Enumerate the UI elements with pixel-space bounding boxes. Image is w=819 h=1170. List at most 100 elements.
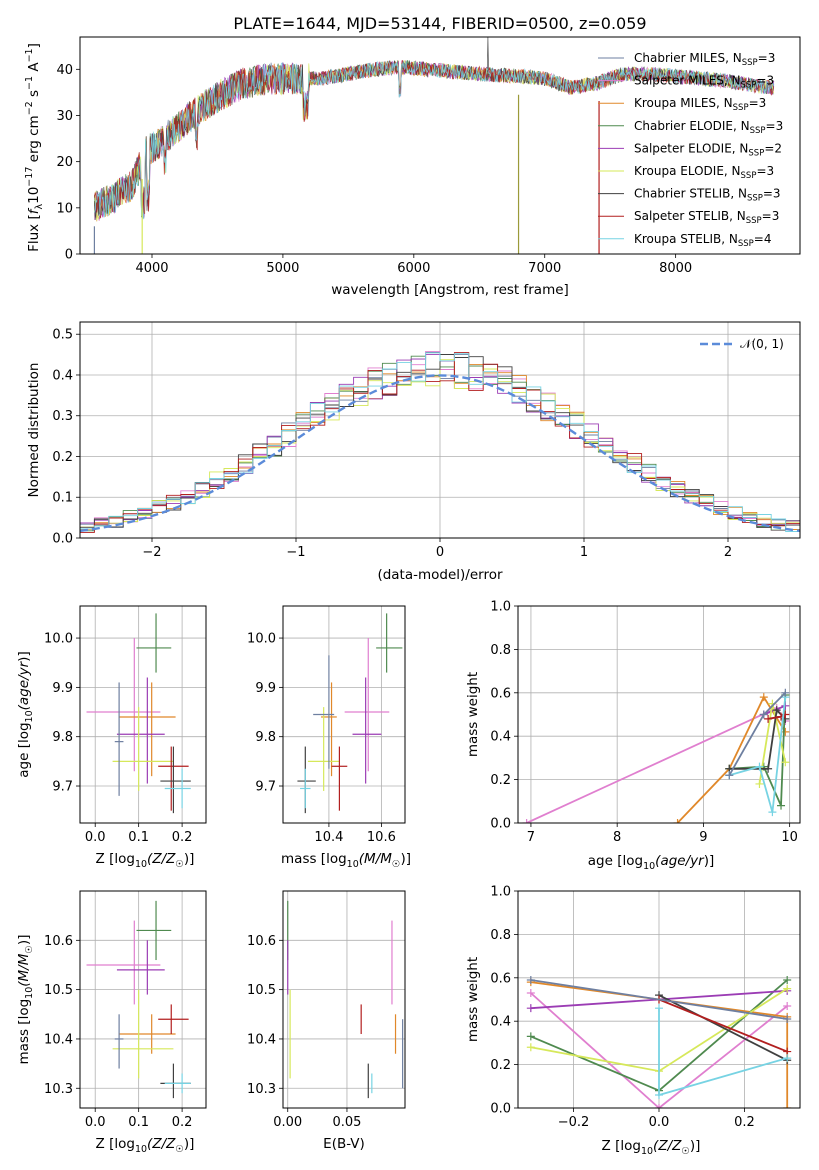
mass-weight-marker	[783, 975, 792, 984]
mass-weight-marker	[783, 984, 792, 993]
y-axis-label: Normed distribution	[26, 363, 42, 498]
y-axis-label: Flux [fλ10−17 erg cm−2 s−1 A−1]	[24, 43, 45, 252]
mass-weight-marker	[725, 771, 734, 780]
panel-mass_vs_ebv: 0.00 0.05 10.3 10.4 10.5 10.6 E(B-V)	[247, 890, 406, 1152]
y-tick-label: 0	[65, 248, 73, 263]
mass-weight-marker	[526, 1043, 535, 1052]
x-tick-label: −2	[142, 545, 161, 560]
panel-residuals: −2 −1 0 1 2 0.0 0.1 0.2 0.3 0.4 0.5 (data-model)/er…	[26, 321, 801, 583]
mass-weight-line	[530, 992, 788, 1108]
mass-weight-marker	[783, 1015, 792, 1024]
mass-weight-marker	[759, 693, 768, 702]
x-tick-label: 7	[527, 830, 535, 845]
figure-title: PLATE=1644, MJD=53144, FIBERID=0500, z=0…	[233, 14, 646, 33]
y-tick-label: 10.5	[44, 983, 73, 998]
x-axis-label: Z [log10(Z/Z☉)]	[602, 1138, 701, 1157]
plot-area	[80, 606, 206, 823]
mass-weight-marker	[526, 1032, 535, 1041]
y-tick-label: 40	[56, 63, 73, 78]
y-tick-label: 0.0	[490, 817, 511, 832]
plot-content	[86, 900, 191, 1099]
y-tick-label: 10.6	[44, 934, 73, 949]
mass-weight-marker	[783, 1104, 792, 1108]
y-tick-label: 0.6	[490, 686, 511, 701]
mass-weight-marker	[764, 714, 773, 723]
x-tick-label: 1	[580, 545, 588, 560]
x-tick-label: 0.05	[332, 1115, 361, 1130]
axes-frame	[79, 890, 207, 1109]
y-tick-label: 10	[56, 201, 73, 216]
panel-mass_weight_vs_Z: −0.2 0.0 0.2 0.0 0.2 0.4 0.6 0.8 1.0 Z [log10(Z/Z…	[465, 885, 801, 1157]
mass-weight-marker	[655, 1104, 663, 1108]
legend-entry: Chabrier ELODIE, NSSP=3	[634, 119, 783, 136]
y-tick-label: 0.6	[490, 971, 511, 986]
x-tick-label: 0.2	[172, 1115, 193, 1130]
y-tick-label: 0.0	[490, 1102, 511, 1117]
y-tick-label: 0.4	[490, 730, 511, 745]
legend-entry: Salpeter MILES, NSSP=3	[634, 74, 774, 91]
x-tick-label: 10.4	[314, 830, 343, 845]
x-axis-label: wavelength [Angstrom, rest frame]	[331, 282, 569, 298]
y-tick-label: 10.3	[44, 1082, 73, 1097]
y-tick-label: 1.0	[490, 885, 511, 900]
y-tick-label: 10.5	[247, 983, 276, 998]
y-tick-label: 9.8	[255, 730, 276, 745]
axes-frame	[79, 36, 801, 255]
y-tick-label: 10.4	[44, 1032, 73, 1047]
mass-weight-marker	[526, 975, 535, 984]
x-axis-label: Z [log10(Z/Z☉)]	[96, 1136, 195, 1155]
y-tick-label: 10.0	[247, 632, 276, 647]
mass-weight-marker	[781, 758, 790, 767]
y-axis-label: age [log10(age/yr)]	[16, 651, 35, 777]
y-tick-label: 10.4	[247, 1032, 276, 1047]
x-tick-label: 9	[699, 830, 707, 845]
mass-weight-marker	[526, 988, 535, 997]
y-tick-label: 9.7	[255, 780, 276, 795]
y-tick-label: 0.2	[52, 450, 73, 465]
mass-weight-marker	[781, 727, 790, 736]
x-axis-label: age [log10(age/yr)]	[588, 853, 714, 872]
x-tick-label: 0.0	[85, 1115, 106, 1130]
mass-weight-line	[530, 979, 788, 1020]
mass-weight-marker	[755, 779, 764, 788]
mass-weight-marker	[768, 808, 777, 817]
legend-entry: Chabrier STELIB, NSSP=3	[634, 187, 781, 204]
plot-content	[86, 613, 191, 814]
plot-content	[526, 975, 792, 1108]
mass-weight-marker	[781, 688, 790, 697]
plot-content	[287, 900, 404, 1099]
legend-entry: Kroupa ELODIE, NSSP=3	[634, 164, 774, 181]
y-tick-label: 20	[56, 155, 73, 170]
y-tick-label: 9.7	[52, 780, 73, 795]
mass-weight-line	[729, 696, 787, 813]
legend-entry: Chabrier MILES, NSSP=3	[634, 51, 775, 68]
y-tick-label: 0.8	[490, 928, 511, 943]
plot-content	[297, 613, 403, 814]
x-tick-label: 0.0	[649, 1115, 670, 1130]
axes-frame	[282, 605, 406, 824]
axes-frame	[517, 605, 801, 824]
mass-weight-marker	[777, 801, 786, 810]
plot-area	[283, 891, 405, 1108]
x-tick-label: 0.1	[128, 830, 149, 845]
mass-weight-marker	[673, 819, 682, 823]
x-tick-label: 0.1	[128, 1115, 149, 1130]
x-axis-label: E(B-V)	[323, 1136, 365, 1152]
y-tick-label: 10.6	[247, 934, 276, 949]
x-tick-label: 0.00	[273, 1115, 302, 1130]
y-tick-label: 1.0	[490, 600, 511, 615]
y-tick-label: 0.4	[490, 1015, 511, 1030]
legend-entry: Salpeter ELODIE, NSSP=2	[634, 141, 782, 158]
mass-weight-marker	[755, 762, 764, 771]
legend-entry: Kroupa STELIB, NSSP=4	[634, 232, 772, 249]
y-tick-label: 0.2	[490, 1058, 511, 1073]
mass-weight-line	[658, 998, 788, 1053]
plot-content	[522, 688, 790, 823]
x-tick-label: 5000	[266, 261, 299, 276]
x-axis-label: (data-model)/error	[377, 567, 503, 583]
panel-age_vs_mass: 10.4 10.6 9.7 9.8 9.9 10.0 mass [log10(M/M☉)]	[247, 605, 411, 870]
y-axis-label: mass [log10(M/M☉)]	[16, 935, 35, 1065]
plot-area	[518, 606, 800, 823]
x-tick-label: 8000	[659, 261, 692, 276]
